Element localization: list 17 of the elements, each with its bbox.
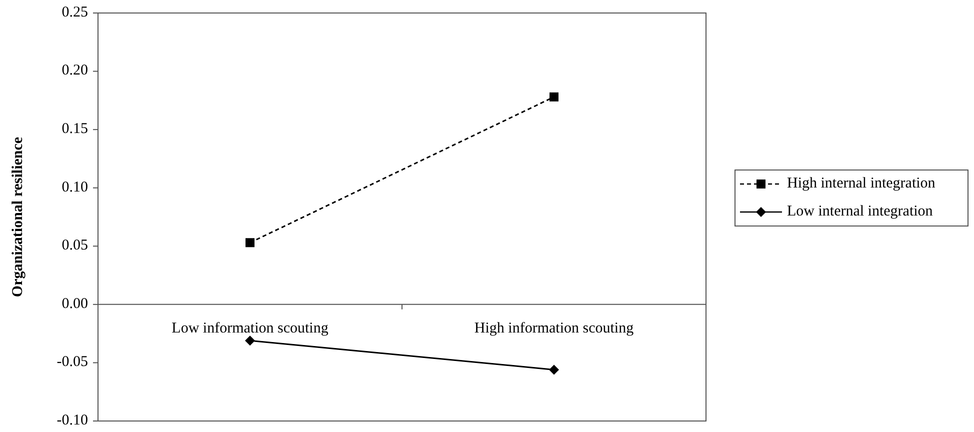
point <box>246 238 254 248</box>
point <box>245 336 255 346</box>
y-tick-label: 0.15 <box>62 121 88 138</box>
x-tick-label: Low information scouting <box>172 320 329 336</box>
y-tick-label: 0.10 <box>62 179 88 196</box>
legend-label: Low internal integration <box>787 203 934 220</box>
y-tick-label: 0.00 <box>62 296 88 312</box>
y-axis-title: Organizational resilience <box>10 136 26 298</box>
x-tick-label: High information scouting <box>474 320 634 336</box>
y-tick-label: 0.20 <box>62 62 88 79</box>
y-tick-label: 0.25 <box>62 4 88 20</box>
point <box>549 364 559 375</box>
point <box>550 92 558 102</box>
y-tick-label: -0.05 <box>56 354 88 370</box>
legend-label: High internal integration <box>787 175 936 192</box>
y-tick-label: 0.05 <box>62 238 88 254</box>
y-tick-label: -0.10 <box>56 412 88 428</box>
